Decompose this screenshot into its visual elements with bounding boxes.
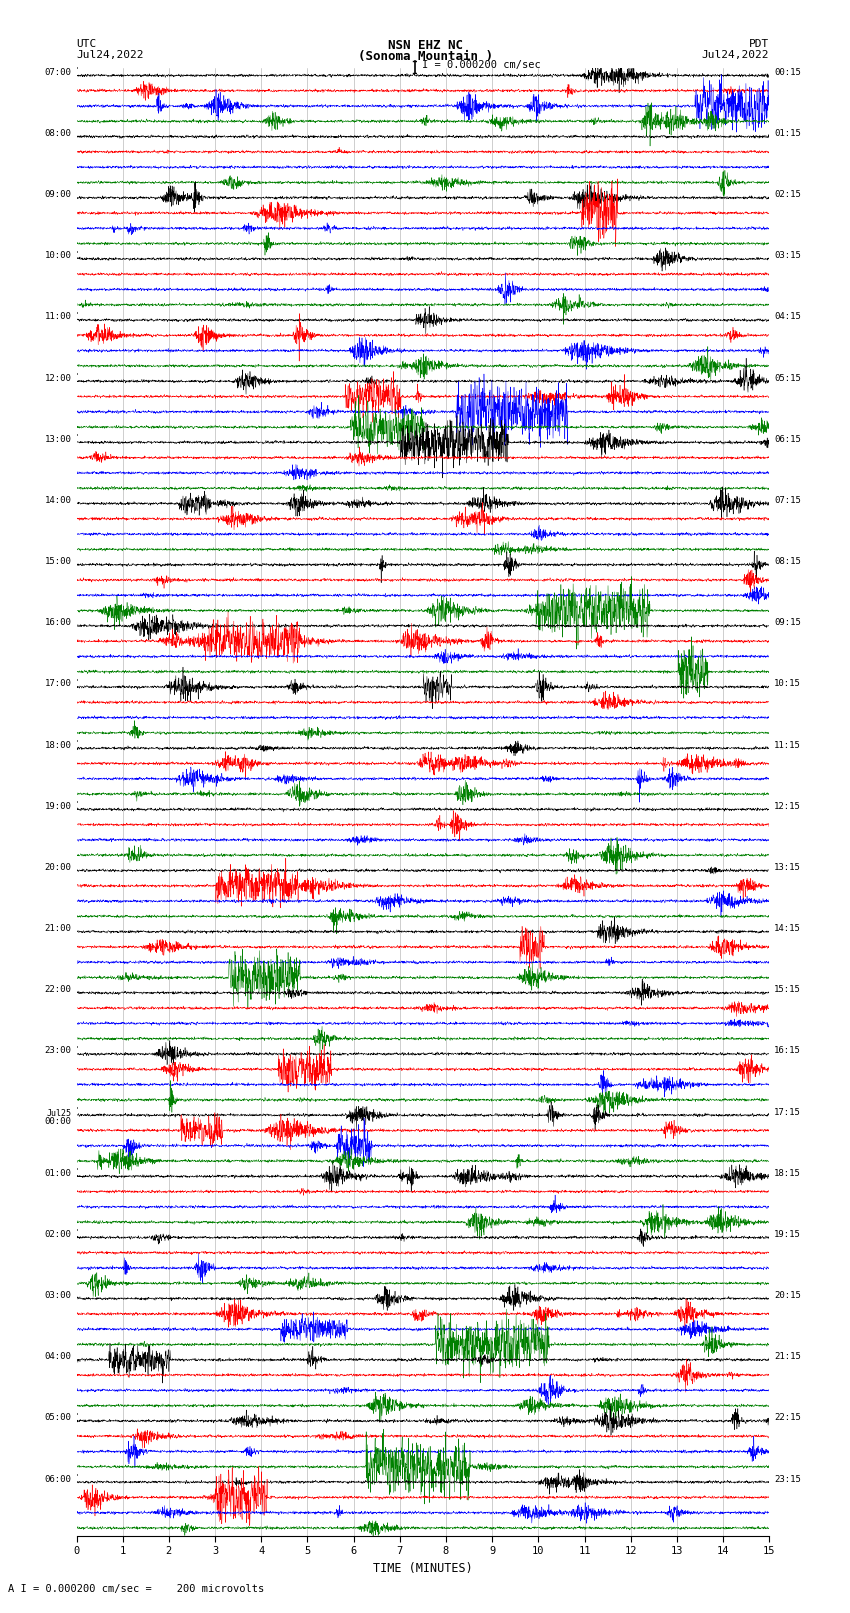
Text: 23:15: 23:15: [774, 1474, 801, 1484]
Text: 01:00: 01:00: [45, 1169, 71, 1177]
Text: 19:00: 19:00: [45, 802, 71, 811]
Text: UTC: UTC: [76, 39, 97, 48]
Text: 15:00: 15:00: [45, 556, 71, 566]
Text: 03:00: 03:00: [45, 1290, 71, 1300]
Text: 10:00: 10:00: [45, 252, 71, 260]
Text: 02:00: 02:00: [45, 1229, 71, 1239]
Text: 13:00: 13:00: [45, 436, 71, 444]
Text: 05:15: 05:15: [774, 374, 801, 382]
Text: 07:15: 07:15: [774, 495, 801, 505]
Text: 14:00: 14:00: [45, 495, 71, 505]
Text: Jul24,2022: Jul24,2022: [702, 50, 769, 60]
Text: 20:00: 20:00: [45, 863, 71, 873]
Text: 17:00: 17:00: [45, 679, 71, 689]
Text: PDT: PDT: [749, 39, 769, 48]
Text: 16:00: 16:00: [45, 618, 71, 627]
Text: 00:15: 00:15: [774, 68, 801, 77]
Text: 09:00: 09:00: [45, 190, 71, 198]
Text: 08:00: 08:00: [45, 129, 71, 139]
Text: 02:15: 02:15: [774, 190, 801, 198]
Text: 06:15: 06:15: [774, 436, 801, 444]
Text: 23:00: 23:00: [45, 1047, 71, 1055]
Text: 18:15: 18:15: [774, 1169, 801, 1177]
Text: 22:00: 22:00: [45, 986, 71, 994]
Text: 08:15: 08:15: [774, 556, 801, 566]
Text: 11:00: 11:00: [45, 313, 71, 321]
Text: 09:15: 09:15: [774, 618, 801, 627]
Text: I = 0.000200 cm/sec: I = 0.000200 cm/sec: [422, 60, 541, 69]
Text: 16:15: 16:15: [774, 1047, 801, 1055]
Text: NSN EHZ NC: NSN EHZ NC: [388, 39, 462, 52]
Text: (Sonoma Mountain ): (Sonoma Mountain ): [358, 50, 492, 63]
Text: 11:15: 11:15: [774, 740, 801, 750]
Text: 00:00: 00:00: [45, 1116, 71, 1126]
Text: 21:15: 21:15: [774, 1352, 801, 1361]
Text: 19:15: 19:15: [774, 1229, 801, 1239]
Text: 13:15: 13:15: [774, 863, 801, 873]
Text: 03:15: 03:15: [774, 252, 801, 260]
Text: 18:00: 18:00: [45, 740, 71, 750]
Text: 06:00: 06:00: [45, 1474, 71, 1484]
Text: 04:00: 04:00: [45, 1352, 71, 1361]
Text: 01:15: 01:15: [774, 129, 801, 139]
Text: Jul24,2022: Jul24,2022: [76, 50, 144, 60]
Text: 04:15: 04:15: [774, 313, 801, 321]
Text: 20:15: 20:15: [774, 1290, 801, 1300]
Text: 12:15: 12:15: [774, 802, 801, 811]
Text: 10:15: 10:15: [774, 679, 801, 689]
Text: 07:00: 07:00: [45, 68, 71, 77]
X-axis label: TIME (MINUTES): TIME (MINUTES): [373, 1561, 473, 1574]
Text: 12:00: 12:00: [45, 374, 71, 382]
Text: 17:15: 17:15: [774, 1108, 801, 1116]
Text: A I = 0.000200 cm/sec =    200 microvolts: A I = 0.000200 cm/sec = 200 microvolts: [8, 1584, 264, 1594]
Text: 15:15: 15:15: [774, 986, 801, 994]
Text: Jul25: Jul25: [47, 1110, 71, 1118]
Text: 21:00: 21:00: [45, 924, 71, 932]
Text: 22:15: 22:15: [774, 1413, 801, 1423]
Text: 14:15: 14:15: [774, 924, 801, 932]
Text: 05:00: 05:00: [45, 1413, 71, 1423]
